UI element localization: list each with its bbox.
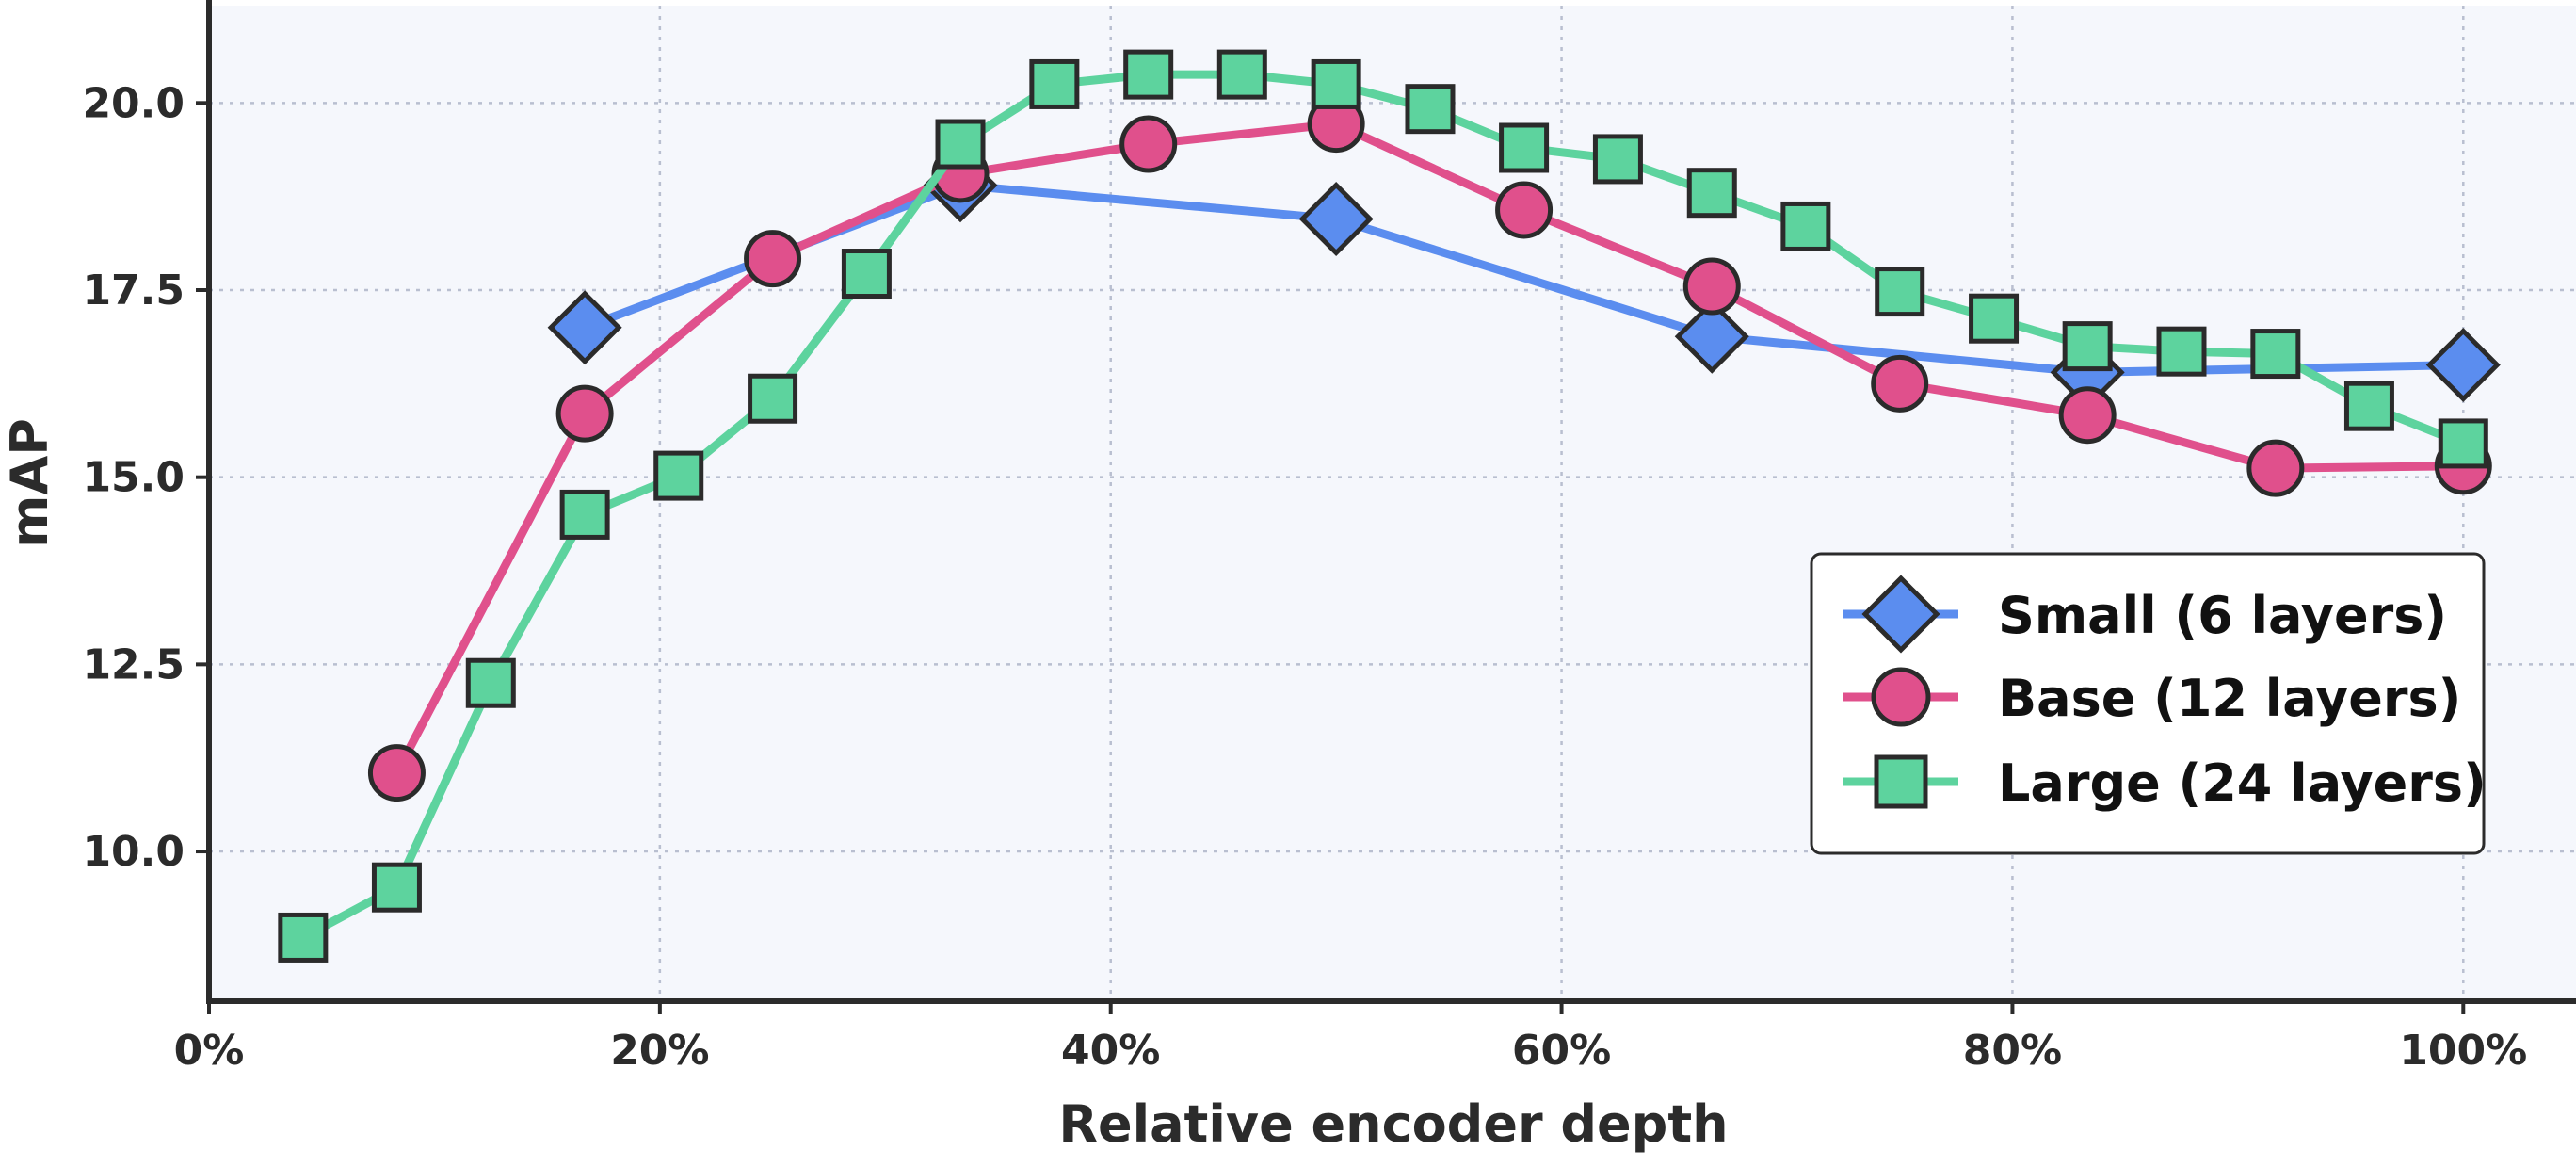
data-point-large-5 [748,373,798,424]
data-point-base-4 [1119,115,1178,173]
data-point-large-17 [1875,267,1925,317]
series-base [367,95,2492,802]
y-tick-label-4: 20.0 [82,79,185,127]
data-point-large-0 [278,912,329,963]
legend-marker-large [1874,754,1928,809]
data-point-large-4 [653,450,704,501]
legend-entry-small: Small (6 layers) [1843,575,2447,654]
x-axis-label: Relative encoder depth [1058,1094,1728,1154]
data-point-large-21 [2250,329,2301,380]
data-point-large-19 [2062,321,2113,372]
legend-label-large: Large (24 layers) [1998,753,2487,813]
data-point-small-3 [1674,299,1749,374]
legend-frame [1810,552,2486,855]
y-tick-label-1: 12.5 [82,640,185,688]
data-point-large-12 [1405,84,1456,135]
data-point-base-9 [2058,386,2117,445]
data-point-small-5 [2425,327,2501,403]
data-point-large-22 [2343,381,2394,431]
data-point-small-0 [547,290,622,365]
legend-marker-small [1861,575,1940,654]
data-point-small-2 [1298,181,1374,257]
data-point-large-10 [1216,49,1267,100]
legend-label-small: Small (6 layers) [1998,586,2447,645]
data-point-large-8 [1029,58,1080,109]
y-tick-label-3: 17.5 [82,267,185,315]
data-point-large-2 [465,657,516,708]
data-point-large-6 [841,249,892,300]
data-point-large-18 [1969,293,2020,344]
legend: Small (6 layers) Base (12 layers) Large … [1810,552,2487,855]
data-point-large-9 [1123,49,1174,100]
legend-label-base: Base (12 layers) [1998,669,2461,728]
y-tick-label-2: 15.0 [82,454,185,502]
x-tick-label-2: 40% [1061,1027,1160,1075]
x-tick-label-5: 100% [2399,1027,2527,1075]
data-point-large-3 [559,489,610,540]
legend-entry-large: Large (24 layers) [1843,753,2487,813]
data-point-large-13 [1499,122,1550,173]
data-point-large-14 [1592,134,1643,185]
data-point-large-1 [371,862,422,913]
series-line-small [580,181,2468,377]
legend-entry-base: Base (12 layers) [1843,667,2461,728]
series-large [278,49,2488,963]
y-tick-label-0: 10.0 [82,828,185,876]
data-point-base-8 [1871,354,1929,413]
x-tick-label-3: 60% [1512,1027,1611,1075]
x-tick-label-4: 80% [1963,1027,2062,1075]
data-point-large-15 [1686,168,1737,219]
data-point-large-7 [935,119,986,170]
data-point-large-23 [2438,418,2488,469]
data-point-base-1 [555,384,614,443]
series-line-base [392,120,2468,778]
x-tick-label-0: 0% [174,1027,245,1075]
y-axis-label: mAP [0,418,59,548]
data-point-base-7 [1682,257,1741,316]
data-point-base-10 [2246,439,2305,497]
x-tick-label-1: 20% [610,1027,709,1075]
legend-marker-base [1871,667,1931,727]
data-point-base-0 [367,744,426,802]
data-point-large-11 [1311,58,1361,109]
data-point-base-2 [744,230,802,288]
data-point-large-20 [2156,326,2207,377]
data-point-base-6 [1495,181,1554,239]
data-point-large-16 [1780,201,1831,251]
